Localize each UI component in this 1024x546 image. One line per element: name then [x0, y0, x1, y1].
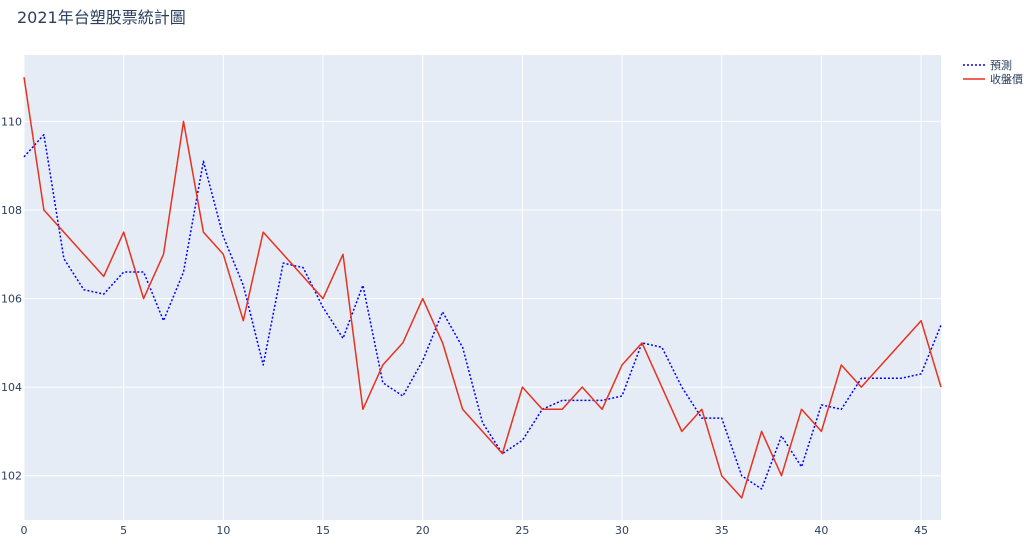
x-tick-label: 25 — [515, 524, 529, 537]
x-tick-label: 20 — [416, 524, 430, 537]
legend-item[interactable]: 收盤價 — [963, 72, 1023, 86]
y-tick-label: 104 — [1, 381, 22, 394]
x-tick-label: 0 — [21, 524, 28, 537]
grid-lines — [23, 55, 941, 520]
x-tick-label: 10 — [216, 524, 230, 537]
y-tick-label: 106 — [1, 293, 22, 306]
axis-tick-labels: 0 5 10 15 20 25 30 35 40 45 102 104 106 108 110 — [1, 115, 928, 537]
x-tick-label: 40 — [814, 524, 828, 537]
series-lines — [23, 76, 942, 499]
y-tick-label: 108 — [1, 204, 22, 217]
legend-label: 預測 — [990, 58, 1012, 72]
legend-item[interactable]: 預測 — [963, 58, 1012, 72]
x-tick-label: 30 — [615, 524, 629, 537]
x-tick-label: 45 — [914, 524, 928, 537]
x-tick-label: 5 — [120, 524, 127, 537]
x-tick-label: 15 — [316, 524, 330, 537]
plot-area-background — [24, 55, 941, 520]
legend-label: 收盤價 — [990, 72, 1023, 86]
y-tick-label: 102 — [1, 470, 22, 483]
chart-title: 2021年台塑股票統計圖 — [17, 8, 186, 27]
series-line-2 — [23, 76, 942, 499]
x-tick-label: 35 — [715, 524, 729, 537]
y-tick-label: 110 — [1, 115, 22, 128]
